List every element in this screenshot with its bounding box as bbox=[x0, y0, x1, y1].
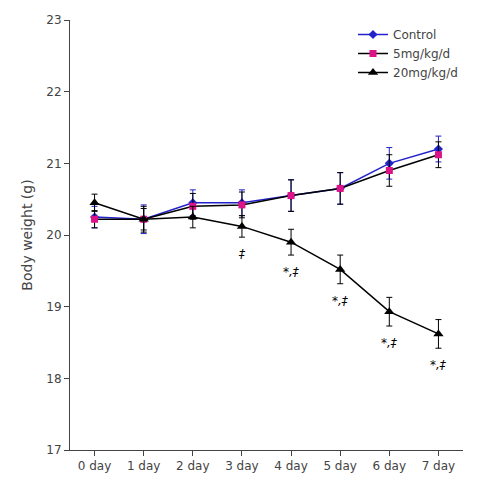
svg-text:Body weight (g): Body weight (g) bbox=[19, 179, 35, 290]
svg-text:7 day: 7 day bbox=[422, 459, 456, 473]
svg-text:19: 19 bbox=[46, 300, 61, 314]
svg-text:*,‡: *,‡ bbox=[332, 294, 349, 308]
svg-text:*,‡: *,‡ bbox=[430, 358, 447, 372]
svg-text:*,‡: *,‡ bbox=[283, 265, 300, 279]
svg-text:*,‡: *,‡ bbox=[381, 336, 398, 350]
svg-text:21: 21 bbox=[46, 157, 61, 171]
svg-text:5mg/kg/d: 5mg/kg/d bbox=[393, 47, 450, 61]
svg-text:0 day: 0 day bbox=[78, 459, 112, 473]
svg-text:3 day: 3 day bbox=[225, 459, 259, 473]
svg-text:20mg/kg/d: 20mg/kg/d bbox=[393, 66, 458, 80]
svg-text:4 day: 4 day bbox=[274, 459, 308, 473]
svg-text:23: 23 bbox=[46, 13, 61, 27]
svg-text:18: 18 bbox=[46, 372, 61, 386]
svg-text:22: 22 bbox=[46, 85, 61, 99]
svg-text:5 day: 5 day bbox=[323, 459, 357, 473]
svg-text:2 day: 2 day bbox=[176, 459, 210, 473]
svg-text:6 day: 6 day bbox=[373, 459, 407, 473]
svg-text:Control: Control bbox=[393, 28, 436, 42]
svg-text:17: 17 bbox=[46, 443, 61, 457]
svg-text:1 day: 1 day bbox=[127, 459, 161, 473]
svg-text:‡: ‡ bbox=[238, 247, 246, 261]
svg-text:20: 20 bbox=[46, 228, 61, 242]
